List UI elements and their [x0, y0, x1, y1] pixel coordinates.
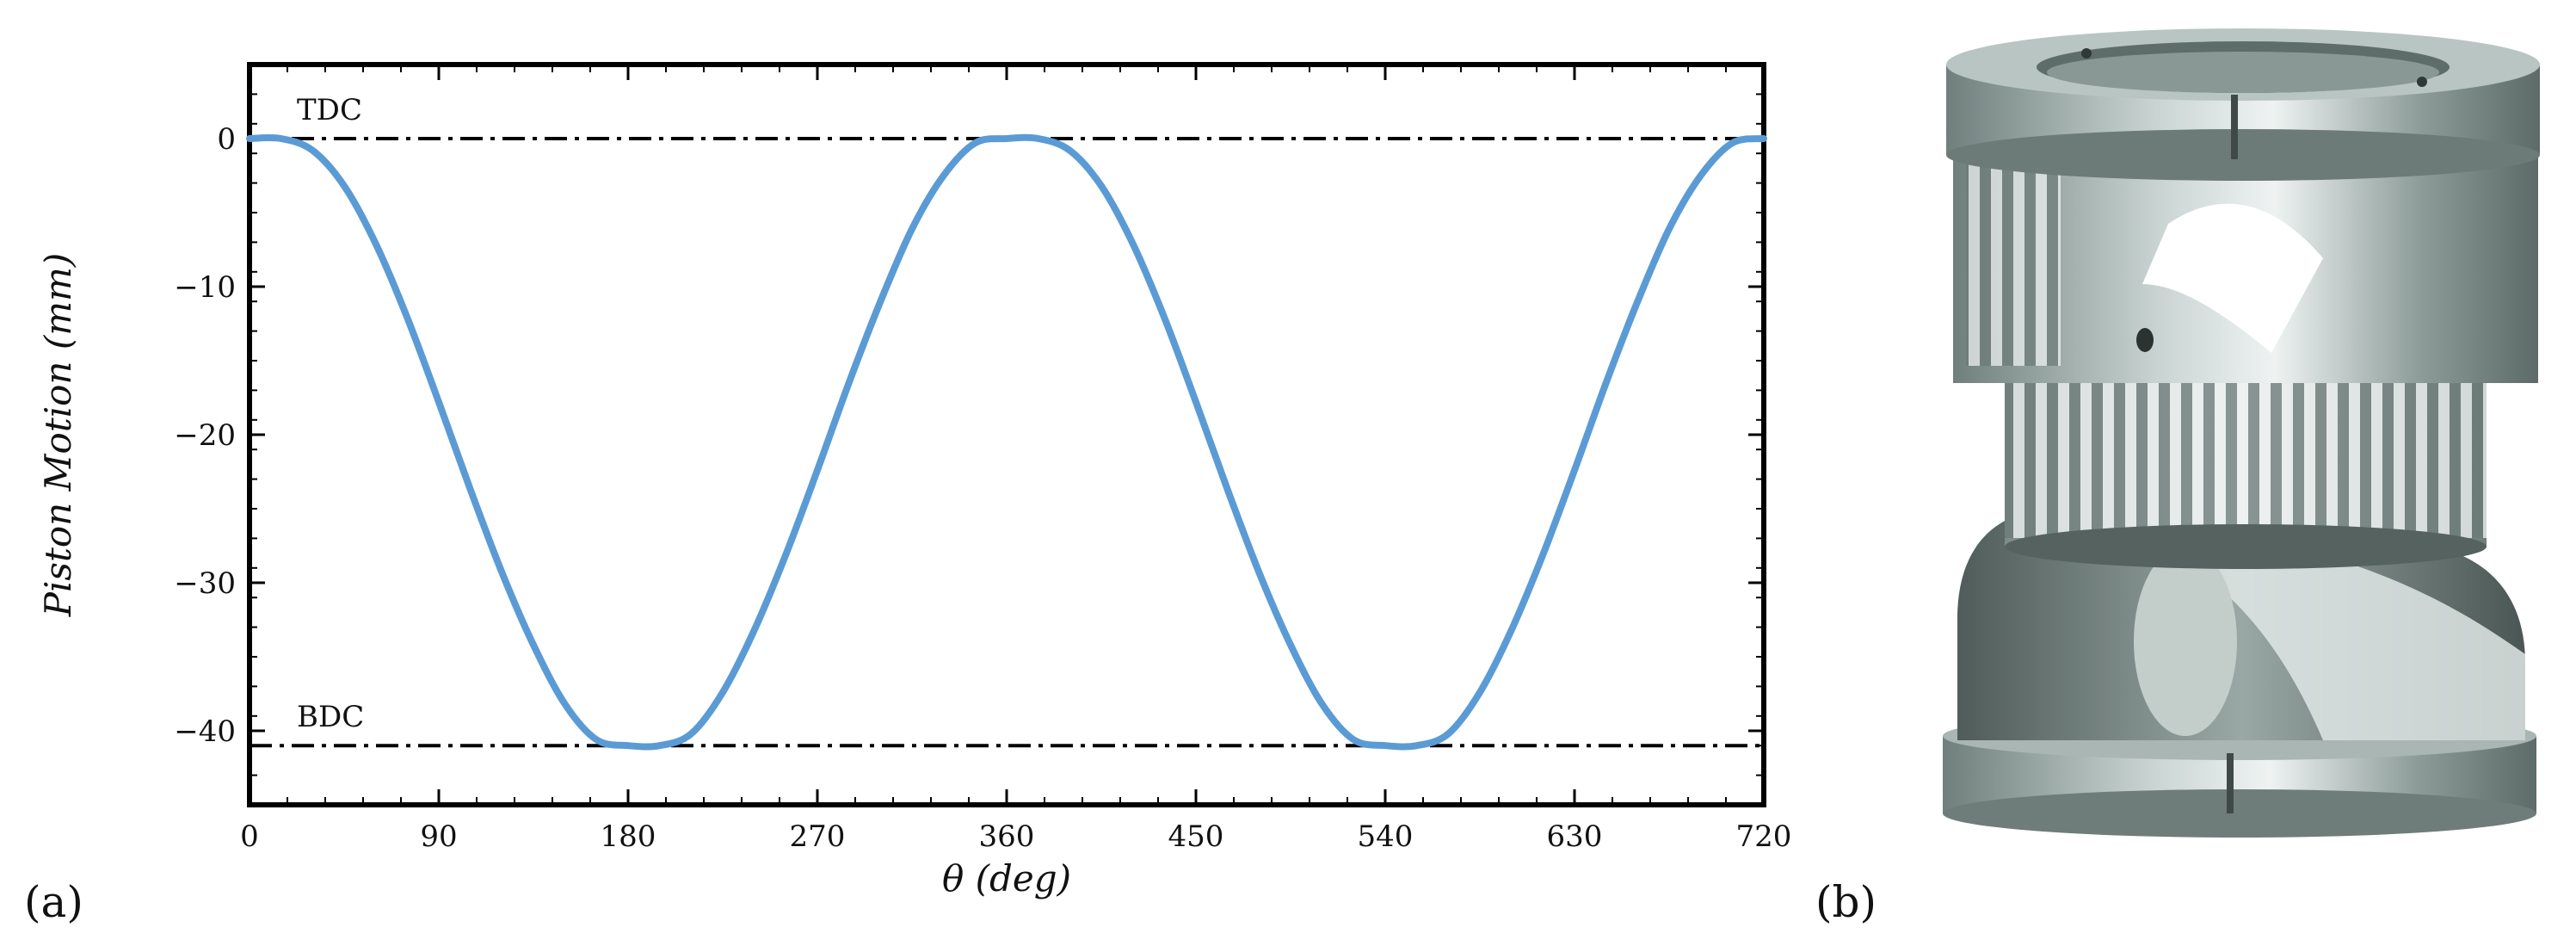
panel-label-b: (b) — [1815, 877, 1877, 927]
base-ring-bottom — [1943, 789, 2536, 838]
y-tick-label: −20 — [174, 418, 236, 453]
series-layer — [246, 133, 1767, 751]
x-tick-label: 90 — [420, 819, 457, 854]
panel-label-a: (a) — [24, 877, 83, 927]
y-tick-label: −30 — [174, 566, 236, 601]
y-tick-label: −40 — [174, 714, 236, 749]
reference-label-tdc: TDC — [297, 93, 362, 127]
x-tick-label: 270 — [790, 819, 846, 854]
y-axis-label: Piston Motion (mm) — [37, 253, 79, 618]
x-tick-label: 720 — [1736, 819, 1792, 854]
series-line-0 — [246, 133, 1767, 751]
piston-motion-chart: TDC BDC 0 90 180 270 360 450 540 630 720 0 −10 −20 −3… — [37, 62, 1792, 900]
reference-lines: TDC BDC — [250, 93, 1764, 748]
plot-frame — [247, 62, 1766, 807]
upper-gear-teeth — [1966, 159, 2061, 366]
top-ring-bore-inner — [2047, 52, 2439, 93]
x-tick-label: 450 — [1168, 819, 1224, 854]
x-tick-label: 540 — [1358, 819, 1414, 854]
top-screw-hole-right — [2417, 77, 2427, 87]
x-axis-label: θ (deg) — [942, 857, 1071, 900]
gear-teeth — [2005, 370, 2487, 538]
cam-follower — [2134, 547, 2237, 736]
x-tick-label: 630 — [1547, 819, 1603, 854]
y-tick-label: −10 — [174, 270, 236, 305]
top-slot — [2231, 95, 2238, 159]
x-tick-label: 0 — [240, 819, 259, 854]
y-tick-label: 0 — [217, 122, 236, 157]
gear-bottom-edge — [2005, 524, 2487, 569]
x-tick-label: 360 — [979, 819, 1035, 854]
top-screw-hole-left — [2081, 48, 2092, 59]
axis-ticks: 0 90 180 270 360 450 540 630 720 0 −10 −20 −30 −40 — [174, 64, 1792, 854]
top-ring-bottom — [1946, 129, 2540, 181]
bolt-hole — [2136, 328, 2154, 352]
lower-cam-groove — [2082, 516, 2525, 740]
upper-cam-opening — [2142, 203, 2323, 353]
reference-label-bdc: BDC — [297, 700, 364, 734]
cam-gear-mechanism-render — [1943, 28, 2540, 838]
x-tick-label: 180 — [601, 819, 656, 854]
base-slot — [2227, 753, 2234, 813]
